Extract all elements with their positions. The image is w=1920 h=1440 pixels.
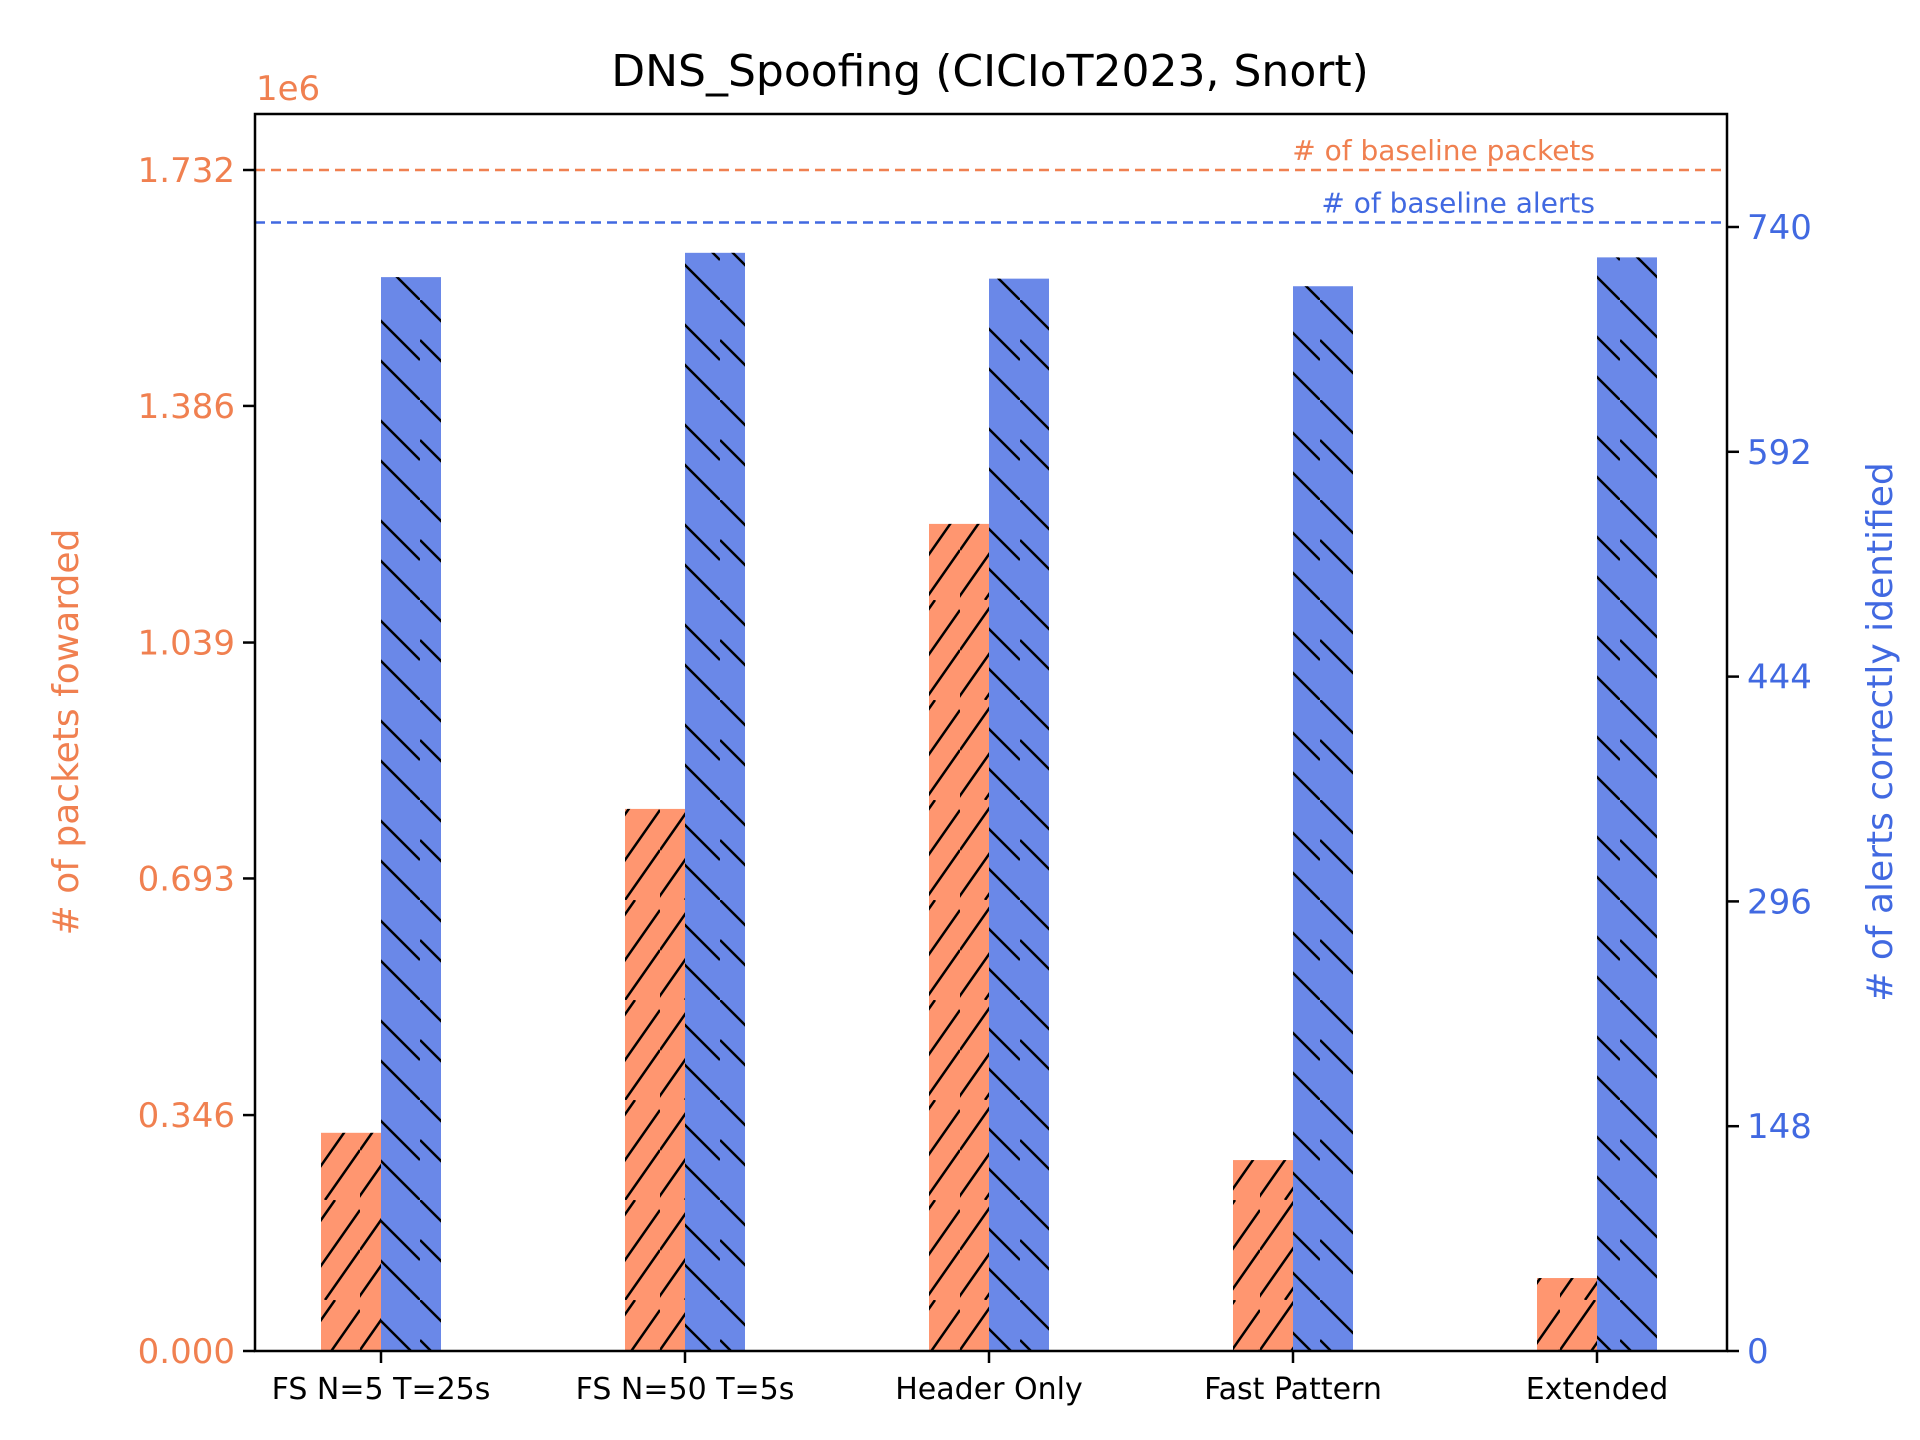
plot-frame xyxy=(253,112,1729,1353)
left-tick-label: 1.386 xyxy=(138,387,235,427)
category-label: Header Only xyxy=(895,1372,1083,1407)
packets-bar-hatch xyxy=(1233,1160,1293,1351)
packets-bar-hatch xyxy=(1537,1278,1597,1351)
right-tick-label: 592 xyxy=(1747,433,1812,473)
right-tick-label: 444 xyxy=(1747,658,1812,698)
baseline-label: # of baseline packets xyxy=(1292,134,1595,167)
left-axis-ticks: 0.000 0.346 0.693 1.039 1.386 1.732 xyxy=(138,151,255,1372)
right-axis-ticks: 0 148 296 444 592 740 xyxy=(1727,208,1812,1372)
left-axis-multiplier: 1e6 xyxy=(256,69,320,109)
right-tick-label: 148 xyxy=(1747,1107,1812,1147)
left-tick-label: 0.346 xyxy=(138,1096,235,1136)
alerts-bar-hatch xyxy=(989,278,1049,1351)
packets-bars xyxy=(321,523,1597,1351)
baseline-lines: # of baseline packets # of baseline alert… xyxy=(255,134,1727,224)
alerts-bars xyxy=(381,252,1657,1352)
left-tick-label: 0.000 xyxy=(138,1332,235,1372)
right-axis-label: # of alerts correctly identified xyxy=(1860,462,1901,1002)
category-label: Extended xyxy=(1526,1372,1669,1407)
packets-bar-hatch xyxy=(625,808,685,1351)
left-tick-label: 1.039 xyxy=(138,624,235,664)
category-label: FS N=5 T=25s xyxy=(272,1372,491,1407)
x-axis-ticks: FS N=5 T=25s FS N=50 T=5s Header Only Fast … xyxy=(272,1351,1669,1407)
left-tick-label: 0.693 xyxy=(138,859,235,899)
baseline-label: # of baseline alerts xyxy=(1321,186,1595,219)
alerts-bar-hatch xyxy=(1293,286,1353,1352)
right-tick-label: 0 xyxy=(1747,1332,1769,1372)
chart-title: DNS_Spoofing (CICIoT2023, Snort) xyxy=(611,46,1369,97)
right-tick-label: 296 xyxy=(1747,882,1812,922)
category-label: Fast Pattern xyxy=(1204,1372,1382,1407)
right-tick-label: 740 xyxy=(1747,208,1812,248)
category-label: FS N=50 T=5s xyxy=(576,1372,795,1407)
alerts-bar-hatch xyxy=(685,252,745,1351)
alerts-bar-hatch xyxy=(381,277,441,1352)
left-axis-label: # of packets fowarded xyxy=(46,529,87,936)
packets-bar-hatch xyxy=(929,523,989,1351)
left-tick-label: 1.732 xyxy=(138,151,235,191)
packets-bar-hatch xyxy=(321,1132,381,1351)
alerts-bar-hatch xyxy=(1597,257,1657,1351)
